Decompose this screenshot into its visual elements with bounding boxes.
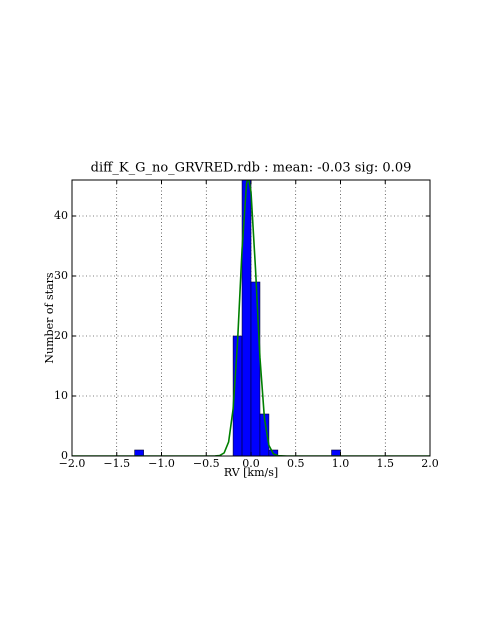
y-tick-label: 40 — [54, 209, 68, 222]
x-tick-label: −2.0 — [59, 457, 86, 470]
ticks: −2.0 −1.5 −1.0 −0.5 0.0 0.5 1.0 1.5 2.0 0 10 20 30 40 — [54, 180, 439, 470]
y-tick-label: 20 — [54, 329, 68, 342]
x-tick-label: 1.0 — [332, 457, 350, 470]
x-tick-label: −1.5 — [103, 457, 130, 470]
x-tick-label: −1.0 — [148, 457, 175, 470]
x-axis-label: RV [km/s] — [224, 466, 278, 479]
x-tick-label: 1.5 — [377, 457, 395, 470]
y-tick-label: 0 — [61, 449, 68, 462]
histogram-bar — [134, 449, 144, 456]
histogram-bar — [250, 281, 261, 456]
y-axis-label: Number of stars — [43, 272, 56, 364]
x-tick-label: 0.0 — [242, 457, 260, 470]
x-tick-label: 2.0 — [421, 457, 439, 470]
y-tick-label: 10 — [54, 389, 68, 402]
histogram-bar — [331, 449, 341, 456]
plot-area — [72, 180, 430, 456]
y-tick-label: 30 — [54, 269, 68, 282]
x-tick-label: 0.5 — [287, 457, 305, 470]
chart-title: diff_K_G_no_GRVRED.rdb : mean: -0.03 sig… — [91, 161, 412, 176]
x-tick-label: −0.5 — [193, 457, 220, 470]
